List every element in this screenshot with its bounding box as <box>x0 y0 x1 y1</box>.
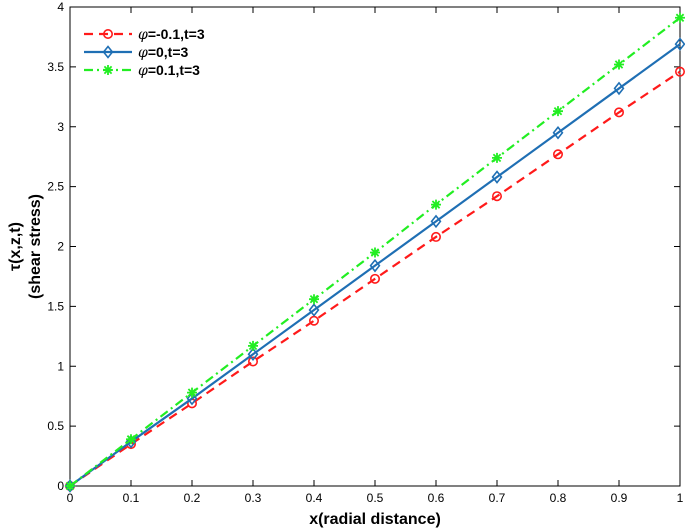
diamond-marker <box>102 45 114 59</box>
circle-marker <box>103 28 114 39</box>
x-tick-label: 0.9 <box>611 491 628 505</box>
circle-marker <box>491 191 502 202</box>
x-tick-label: 1 <box>677 491 684 505</box>
legend-symbol: φ <box>138 27 148 43</box>
diamond-marker <box>430 214 442 229</box>
asterisk-marker <box>309 294 319 305</box>
circle-marker <box>248 356 259 367</box>
asterisk-marker <box>103 65 113 75</box>
legend-item: φ=-0.1,t=3 <box>84 26 205 43</box>
x-tick-label: 0.8 <box>550 491 567 505</box>
axes: 0 0.1 0.2 0.3 0.4 0.5 0.6 0.7 0.8 0.9 1 0 0.5 1 1.5 2 2.… <box>47 0 683 505</box>
asterisk-marker <box>675 12 685 23</box>
y-tick-label: 4 <box>57 0 64 14</box>
y-tick-label: 1.5 <box>47 299 64 313</box>
diamond-marker <box>247 347 259 362</box>
legend-label: φ=-0.1,t=3 <box>138 26 205 43</box>
y-tick-label: 0 <box>57 479 64 493</box>
legend-value: =0,t=3 <box>148 44 189 60</box>
circle-marker <box>613 107 624 118</box>
x-axis-label: x(radial distance) <box>309 511 441 528</box>
legend-item: φ=0.1,t=3 <box>84 62 200 79</box>
series-layer <box>64 12 685 493</box>
asterisk-marker <box>248 340 258 351</box>
circle-marker <box>552 149 563 160</box>
diamond-marker <box>308 303 320 317</box>
series-line <box>69 43 681 487</box>
x-tick-label: 0.1 <box>123 491 140 505</box>
diamond-marker <box>369 258 381 273</box>
circle-marker <box>674 66 685 77</box>
legend-item: φ=0,t=3 <box>84 44 189 61</box>
legend-value: =0.1,t=3 <box>148 62 200 78</box>
y-tick-label: 3 <box>57 120 64 134</box>
legend-value: =-0.1,t=3 <box>148 26 205 42</box>
legend-symbol: φ <box>138 63 148 79</box>
asterisk-marker <box>492 152 502 163</box>
axis-labels: x(radial distance) τ(x,z,t) (shear stres… <box>7 194 441 528</box>
circle-marker <box>430 231 441 242</box>
x-tick-label: 0.4 <box>306 491 323 505</box>
asterisk-marker <box>187 387 197 398</box>
diamond-marker <box>674 37 685 51</box>
y-tick-label: 2.5 <box>47 180 64 194</box>
x-tick-label: 0.2 <box>184 491 201 505</box>
y-tick-label: 1 <box>57 359 64 373</box>
legend-symbol: φ <box>138 45 148 61</box>
asterisk-marker <box>431 199 441 210</box>
series-2 <box>65 12 685 491</box>
y-axis-label-line2: (shear stress) <box>27 194 44 299</box>
diamond-marker <box>552 125 564 140</box>
legend: φ=-0.1,t=3φ=0,t=3φ=0.1,t=3 <box>84 26 205 79</box>
asterisk-marker <box>614 59 624 70</box>
asterisk-marker <box>370 247 380 258</box>
diamond-marker <box>613 81 625 96</box>
y-axis-label-line1: τ(x,z,t) <box>7 222 24 271</box>
diamond-marker <box>491 170 503 184</box>
y-tick-label: 0.5 <box>47 419 64 433</box>
circle-marker <box>369 273 380 284</box>
x-tick-label: 0.3 <box>245 491 262 505</box>
x-tick-label: 0.6 <box>428 491 445 505</box>
asterisk-marker <box>65 481 75 491</box>
series-line <box>69 70 681 487</box>
y-tick-label: 3.5 <box>47 60 64 74</box>
asterisk-marker <box>126 434 136 445</box>
x-tick-label: 0.7 <box>489 491 506 505</box>
y-tick-label: 2 <box>57 240 64 254</box>
legend-label: φ=0.1,t=3 <box>138 62 200 79</box>
legend-label: φ=0,t=3 <box>138 44 189 61</box>
x-tick-label: 0 <box>67 491 74 505</box>
x-tick-label: 0.5 <box>367 491 384 505</box>
asterisk-marker <box>553 106 563 117</box>
